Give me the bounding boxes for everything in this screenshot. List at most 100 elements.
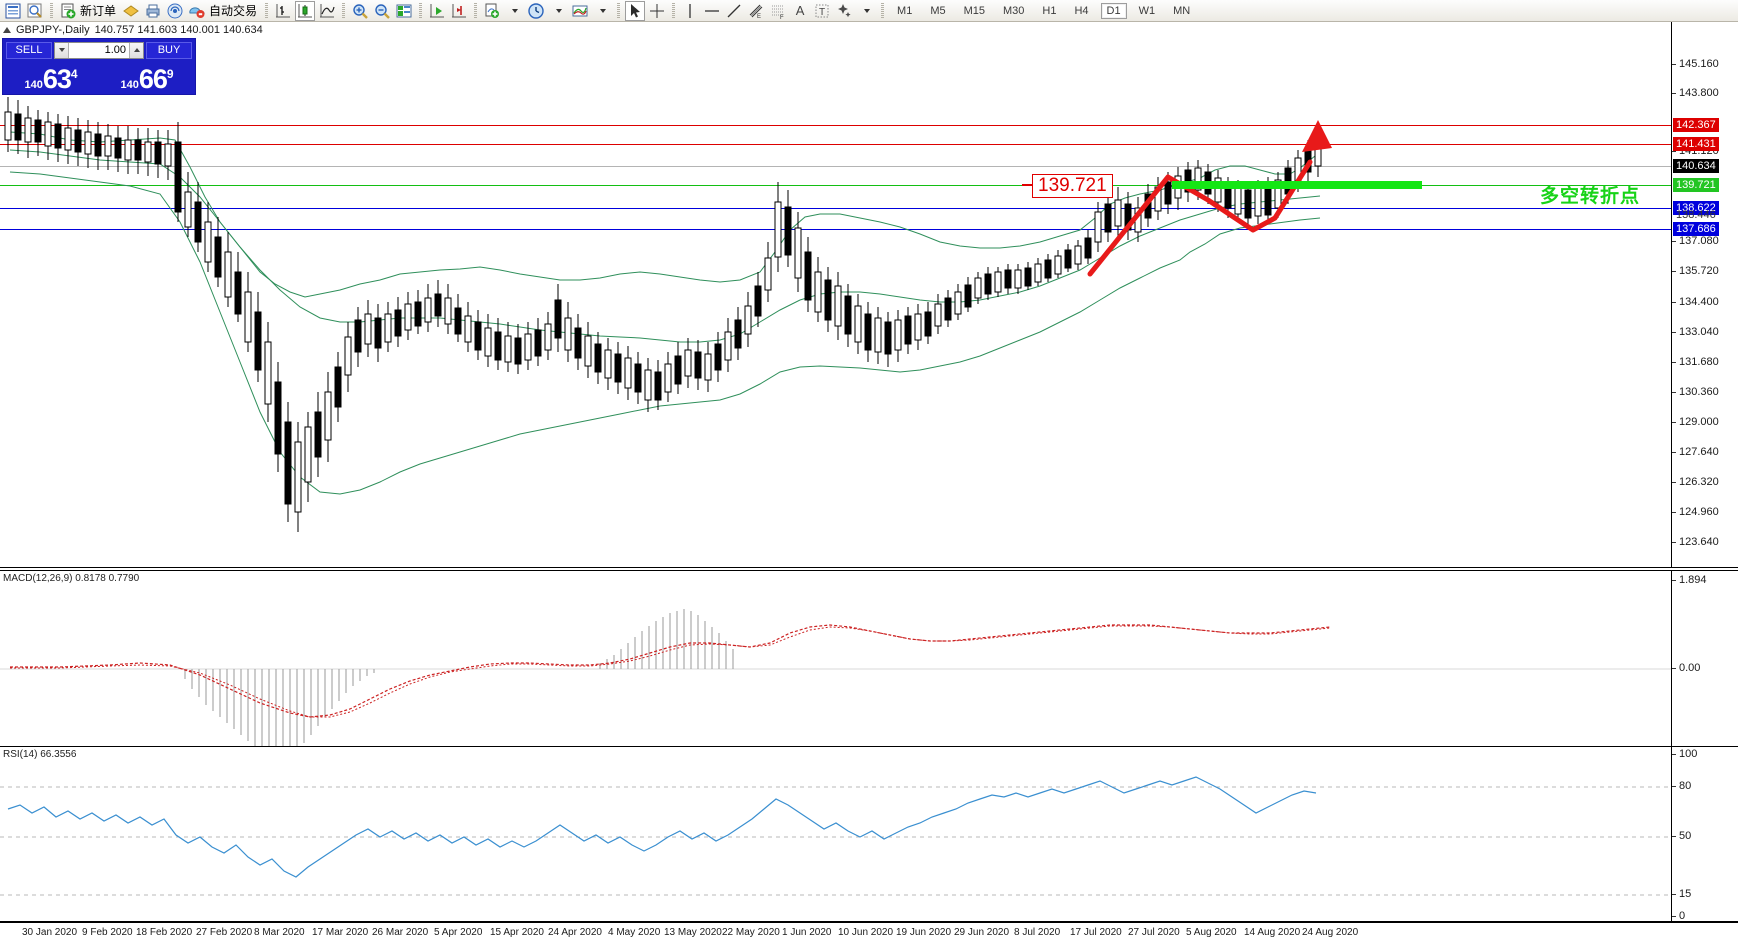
autotrading-label[interactable]: 自动交易: [209, 4, 258, 18]
rsi-label: RSI(14) 66.3556: [3, 749, 77, 760]
rsi-plot-area[interactable]: [0, 747, 1671, 921]
volume-decrease-button[interactable]: [55, 42, 69, 58]
toolbar-separator: [879, 2, 886, 20]
autotrading-icon[interactable]: [187, 1, 207, 21]
trade-panel-controls: SELL 1.00 BUY: [3, 39, 195, 59]
zoom-in-icon[interactable]: [350, 1, 370, 21]
date-axis-label: 8 Mar 2020: [254, 927, 305, 938]
zoom-out-icon[interactable]: [372, 1, 392, 21]
support-zone-bar: [1172, 181, 1422, 189]
templates-dropdown-caret[interactable]: [592, 1, 612, 21]
volume-stepper[interactable]: 1.00: [54, 41, 144, 59]
macd-histogram: [184, 609, 734, 763]
price-chart-pane[interactable]: 139.721 多空转折点 145.160 143.800 141.120 13…: [0, 22, 1738, 568]
toolbar-separator: [417, 2, 424, 20]
price-annotation-box[interactable]: 139.721: [1032, 174, 1113, 198]
svg-text:T: T: [819, 7, 825, 18]
objects-dropdown-caret[interactable]: [856, 1, 876, 21]
resistance-level-1-tag[interactable]: 142.367: [1673, 118, 1719, 132]
periods-icon[interactable]: [526, 1, 546, 21]
vertical-line-icon[interactable]: [680, 1, 700, 21]
macd-label: MACD(12,26,9) 0.8178 0.7790: [3, 573, 140, 584]
sell-button[interactable]: SELL: [6, 41, 52, 59]
support-level-1-tag[interactable]: 138.622: [1673, 201, 1719, 215]
text-label-icon[interactable]: T: [812, 1, 832, 21]
price-series-svg: [4, 97, 1332, 532]
market-watch-icon[interactable]: [3, 1, 23, 21]
timeframe-m5[interactable]: M5: [930, 4, 946, 17]
buy-button[interactable]: BUY: [146, 41, 192, 59]
candlestick-chart-icon[interactable]: [295, 0, 316, 21]
data-window-icon[interactable]: [25, 1, 45, 21]
indicators-icon[interactable]: [482, 1, 502, 21]
timeframe-mn[interactable]: MN: [1173, 4, 1191, 17]
chart-shift-end-icon[interactable]: [449, 1, 469, 21]
auto-scroll-icon[interactable]: [427, 1, 447, 21]
rsi-axis[interactable]: 100 80 50 15 0: [1671, 747, 1738, 922]
timeframe-h1[interactable]: H1: [1042, 4, 1057, 17]
signals-icon[interactable]: [165, 1, 185, 21]
new-order-icon[interactable]: [58, 1, 78, 21]
buy-price-big: 140: [120, 79, 139, 91]
rsi-pane[interactable]: RSI(14) 66.3556 100 80 50 15 0: [0, 746, 1738, 922]
new-order-label[interactable]: 新订单: [80, 4, 117, 18]
equidistant-channel-icon[interactable]: E: [746, 1, 766, 21]
templates-icon[interactable]: [570, 1, 590, 21]
date-axis-label: 27 Jul 2020: [1128, 927, 1180, 938]
level-line-142367: [0, 125, 1671, 126]
buy-price[interactable]: 140 66 9: [99, 59, 195, 94]
sell-price-sup: 4: [70, 67, 78, 81]
resistance-level-2-tag[interactable]: 141.431: [1673, 137, 1719, 151]
support-level-2-tag[interactable]: 137.686: [1673, 222, 1719, 236]
text-icon[interactable]: A: [795, 3, 805, 18]
macd-pane[interactable]: MACD(12,26,9) 0.8178 0.7790: [0, 570, 1738, 770]
price-axis[interactable]: 145.160 143.800 141.120 137.080 135.720 …: [1671, 22, 1738, 567]
bar-chart-icon[interactable]: [273, 1, 293, 21]
macd-plot-area[interactable]: [0, 571, 1671, 769]
date-axis-label: 29 Jun 2020: [954, 927, 1010, 938]
print-icon[interactable]: [143, 1, 163, 21]
objects-icon[interactable]: [834, 1, 854, 21]
pivot-level-tag[interactable]: 139.721: [1673, 178, 1719, 192]
current-price-tag[interactable]: 140.634: [1673, 159, 1719, 173]
volume-increase-button[interactable]: [129, 42, 143, 58]
fibonacci-icon[interactable]: F: [768, 1, 788, 21]
line-chart-icon[interactable]: [317, 1, 337, 21]
timeframe-m30[interactable]: M30: [1003, 4, 1025, 17]
main-toolbar: 新订单 自动交易: [0, 0, 1738, 22]
toolbar-separator: [263, 2, 270, 20]
chart-shift-icon[interactable]: [394, 1, 414, 21]
one-click-trading-panel: SELL 1.00 BUY 140 63 4 140 66 9: [2, 38, 196, 95]
timeframe-d1[interactable]: D1: [1100, 2, 1127, 19]
date-axis-label: 17 Mar 2020: [312, 927, 369, 938]
horizontal-line-icon[interactable]: [702, 1, 722, 21]
buy-price-mid: 66: [138, 64, 168, 94]
cursor-icon[interactable]: [625, 0, 646, 21]
volume-value[interactable]: 1.00: [104, 44, 126, 56]
candlestick-series: [4, 97, 1322, 532]
date-axis-label: 14 Aug 2020: [1244, 927, 1301, 938]
level-line-137686: [0, 229, 1671, 230]
trendline-icon[interactable]: [724, 1, 744, 21]
timeframe-w1[interactable]: W1: [1138, 4, 1156, 17]
date-axis-label: 10 Jun 2020: [838, 927, 894, 938]
timeframe-m15[interactable]: M15: [963, 4, 985, 17]
sell-price[interactable]: 140 63 4: [3, 59, 99, 94]
date-axis-label: 24 Aug 2020: [1302, 927, 1359, 938]
indicators-dropdown-caret[interactable]: [504, 1, 524, 21]
ohlc-values: 140.757 141.603 140.001 140.634: [94, 23, 263, 36]
crosshair-icon[interactable]: [647, 1, 667, 21]
date-axis-label: 27 Feb 2020: [196, 927, 253, 938]
level-line-138622: [0, 208, 1671, 209]
toolbar-separator: [48, 2, 55, 20]
date-axis[interactable]: 30 Jan 2020 9 Feb 2020 18 Feb 2020 27 Feb 2…: [0, 922, 1738, 943]
date-axis-label: 1 Jun 2020: [782, 927, 832, 938]
periods-dropdown-caret[interactable]: [548, 1, 568, 21]
price-plot-area[interactable]: 139.721 多空转折点: [0, 22, 1671, 567]
timeframe-m1[interactable]: M1: [897, 4, 913, 17]
chart-expand-icon[interactable]: [3, 26, 11, 33]
sell-price-mid: 63: [42, 64, 72, 94]
timeframe-h4[interactable]: H4: [1074, 4, 1089, 17]
macd-axis[interactable]: 1.894 0.00 -3.7183: [1671, 571, 1738, 769]
expert-advisors-icon[interactable]: [121, 1, 141, 21]
